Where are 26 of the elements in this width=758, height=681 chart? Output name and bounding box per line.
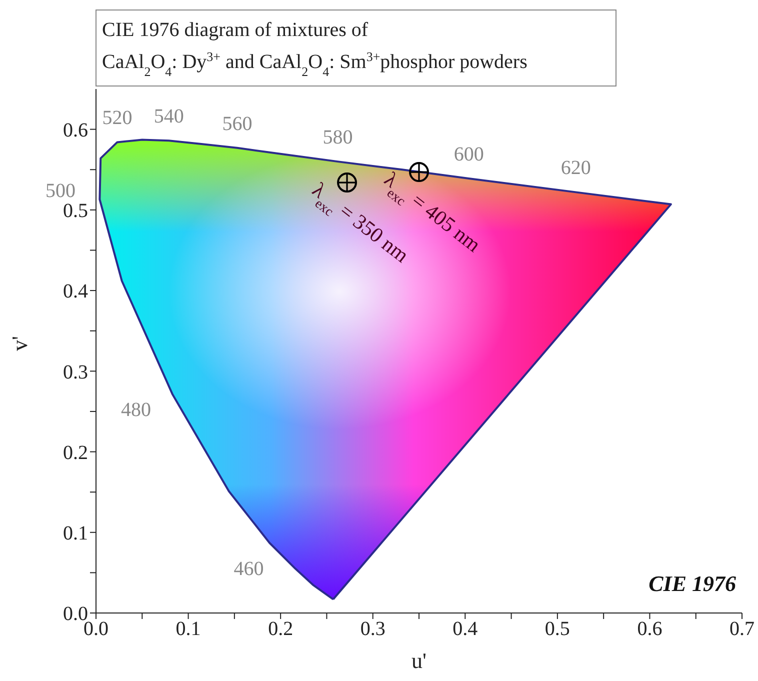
y-tick-label: 0.4: [63, 280, 88, 303]
x-tick-label: 0.1: [176, 618, 201, 640]
annotation: 620: [560, 157, 591, 180]
annotation: 580: [322, 126, 353, 149]
y-axis-title: v': [6, 336, 32, 351]
x-tick-label: 0.3: [360, 618, 386, 640]
x-axis-title: u': [412, 648, 427, 673]
annotation: 480: [121, 399, 152, 422]
x-tick-label: 0.4: [452, 618, 478, 640]
annotation: 540: [154, 106, 184, 128]
y-tick-label: 0.5: [63, 200, 88, 222]
annotation: 600: [454, 143, 484, 166]
y-tick-label: 0.1: [63, 522, 88, 544]
annotation: CIE 1976: [648, 571, 736, 596]
y-tick-label: 0.3: [63, 361, 88, 384]
x-tick-label: 0.5: [544, 618, 570, 640]
annotation: 460: [234, 558, 264, 580]
chart-title: CIE 1976 diagram of mixtures of CaAl$_{2}$O$_{4}$: Dy$^{3+}$ and CaAl$_{2}$O$_{4}$: Sm$^{3+}$phosphor powders: [102, 19, 528, 78]
x-tick-label: 0.6: [637, 618, 662, 640]
annotation: 520: [102, 107, 132, 130]
annotation: 560: [222, 112, 252, 135]
y-tick-label: 0.6: [63, 119, 88, 142]
x-tick-label: 0.2: [268, 618, 294, 640]
y-tick-label: 0.2: [63, 442, 88, 464]
x-tick-label: 0.7: [730, 618, 754, 640]
annotation: 500: [46, 180, 76, 202]
